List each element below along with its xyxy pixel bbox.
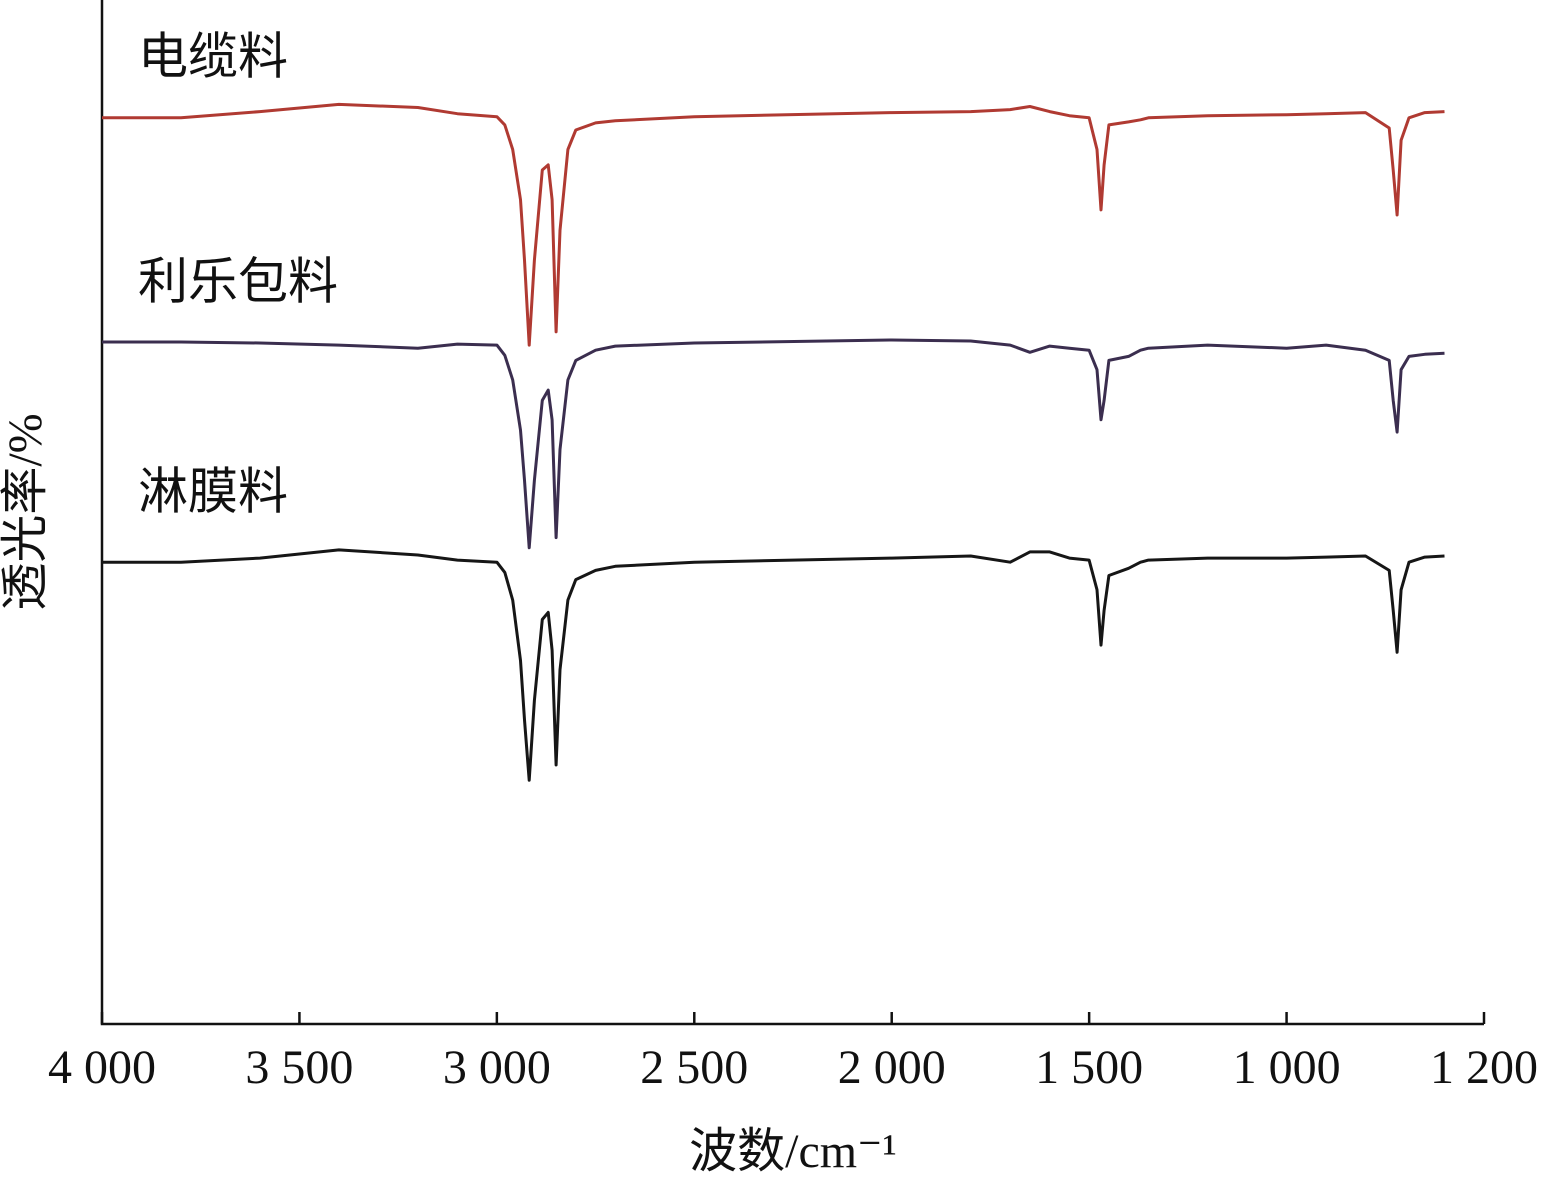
x-tick-label: 2 500	[640, 1041, 748, 1094]
y-axis-label: 透光率/%	[0, 413, 52, 610]
series-label: 淋膜料	[138, 463, 288, 519]
spectrum-line	[102, 102, 1445, 347]
x-axis-label: 波数/cm⁻¹	[689, 1125, 897, 1178]
x-tick-label: 1 200	[1430, 1041, 1538, 1094]
spectrum-line	[102, 338, 1445, 550]
x-tick-label: 1 000	[1233, 1041, 1341, 1094]
spectrum-line	[102, 548, 1445, 782]
axes	[100, 0, 1484, 1026]
x-tick-label: 2 000	[838, 1041, 946, 1094]
x-tick-label: 3 500	[245, 1041, 353, 1094]
series-label: 电缆料	[138, 28, 288, 84]
x-tick-label: 3 000	[443, 1041, 551, 1094]
x-tick-label: 1 500	[1035, 1041, 1143, 1094]
series-label: 利乐包料	[138, 253, 338, 309]
x-tick-label: 4 000	[48, 1041, 156, 1094]
